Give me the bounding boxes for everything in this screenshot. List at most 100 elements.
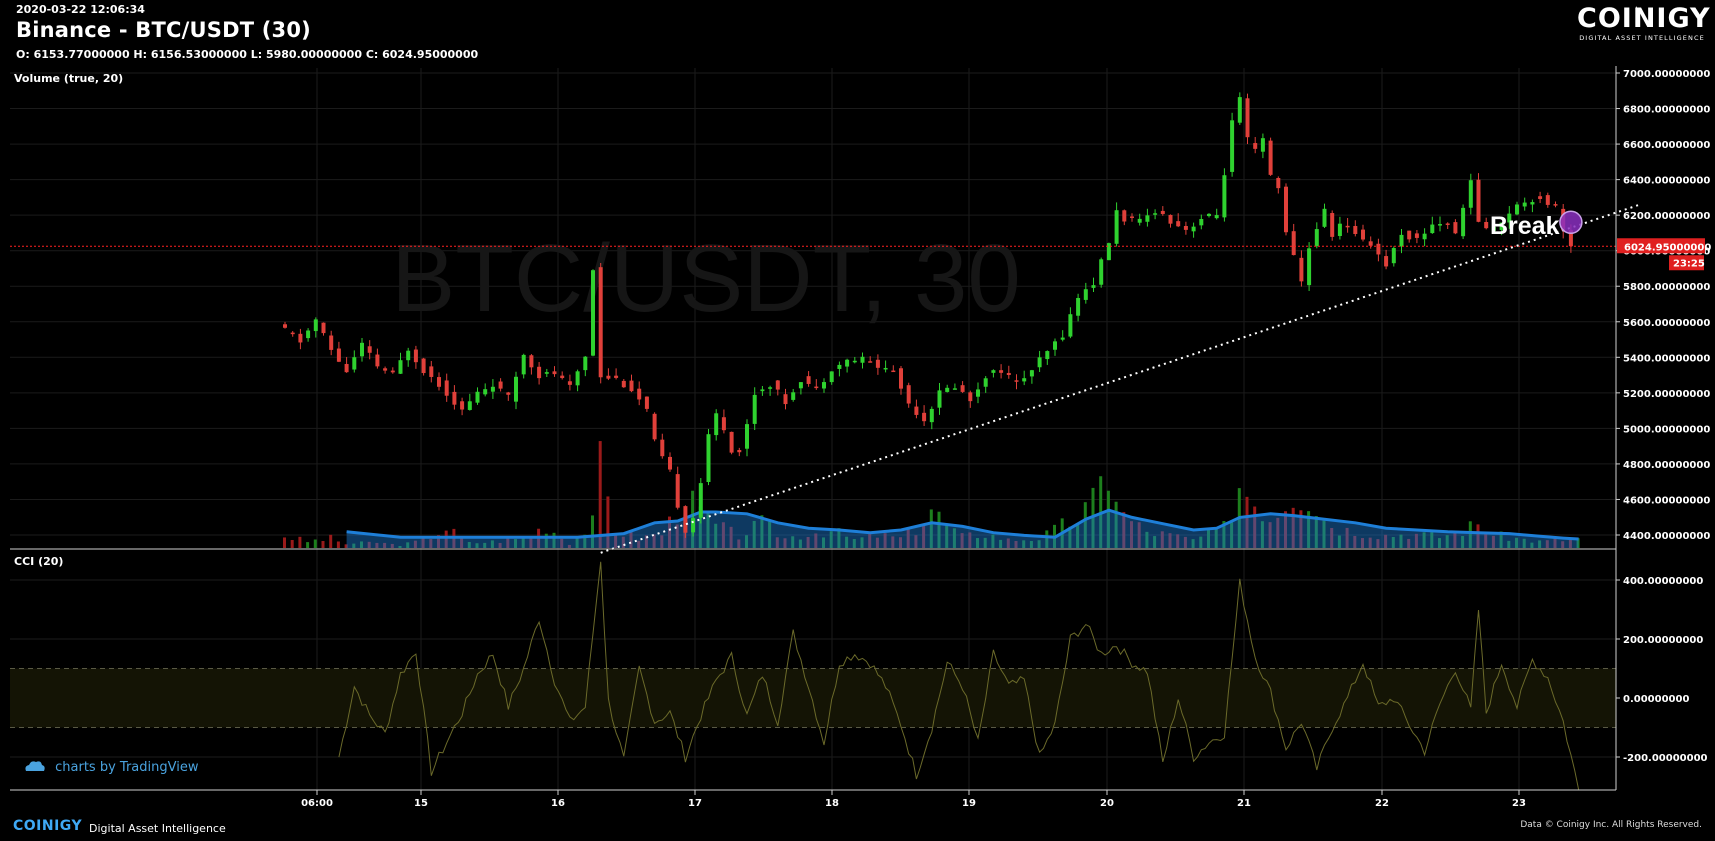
candle-body [1453,222,1458,234]
volume-bar [1322,520,1326,548]
candle-body [1438,224,1442,226]
candle-body [1284,186,1288,233]
volume-bar [1561,541,1565,548]
candle-body [860,356,865,363]
candle-body [1253,143,1258,149]
cloud-icon [25,761,45,771]
candle-body [691,518,696,533]
volume-bar [852,539,856,548]
candle-body [1330,213,1335,237]
volume-bar [1453,531,1457,548]
candle-body [914,406,919,415]
candle-body [413,349,418,363]
volume-bar [745,535,748,548]
copyright-notice: Data © Coinigy Inc. All Rights Reserved. [1520,820,1702,830]
volume-bar [983,537,987,548]
candle-body [991,370,996,373]
candle-body [1468,180,1473,208]
candle-body [1068,314,1073,337]
volume-bar [1045,530,1049,548]
volume-bar [498,542,502,548]
candle-body [1199,219,1204,226]
price-tick-label: 5600.00000000 [1623,318,1710,329]
volume-bar [606,496,610,548]
volume-bar [1222,521,1226,548]
volume-bar [629,531,633,548]
volume-bar [290,539,294,548]
candle-body [814,386,819,389]
volume-bar [406,542,410,548]
candle-body [506,392,511,395]
candle-body [845,359,850,367]
volume-bar [1006,538,1010,548]
volume-bar [706,511,710,548]
candle-body [1237,97,1242,123]
candle-body [1530,202,1535,205]
volume-bar [329,534,333,548]
volume-bar [1291,507,1295,548]
candle-body [1484,222,1489,229]
volume-bar [644,535,648,548]
candle-body [514,376,518,402]
volume-bar [1576,538,1580,548]
candle-body [1245,98,1250,138]
volume-bar [444,530,448,548]
cci-series [10,561,1616,790]
volume-bar [560,538,564,548]
candle-body [937,390,942,408]
candle-body [1145,215,1150,222]
candle-body [683,506,688,533]
candle-body [1299,257,1304,282]
time-tick-label: 20 [1100,798,1114,809]
volume-bar [1253,506,1257,548]
candle-body [875,359,880,368]
volume-bar [413,540,417,548]
time-tick-label: 17 [688,798,702,809]
time-tick-label: 23 [1512,798,1526,809]
candle-body [1053,341,1057,350]
trendline [600,203,1641,554]
cci-tick-label: -200.00000000 [1623,753,1708,764]
volume-bar [1330,527,1334,548]
volume-bar [429,539,433,548]
candle-body [1522,202,1527,207]
volume-bar [791,536,795,548]
logo-tagline: DIGITAL ASSET INTELLIGENCE [1579,34,1705,42]
candle-body [1499,222,1504,230]
volume-bar [583,534,587,548]
logo-name: COINIGY [1577,3,1711,34]
candle-body [1291,231,1296,256]
candle-body [1183,225,1188,230]
candle-body [868,361,873,363]
volume-bar [891,536,895,548]
chart-title: Binance - BTC/USDT (30) [16,18,311,42]
volume-bar [1499,531,1503,548]
candle-body [390,370,395,373]
volume-bar [306,542,310,548]
candle-body [837,364,842,369]
volume-bar [1530,542,1534,548]
volume-bar [1407,538,1411,548]
candle-body [1337,223,1342,236]
candle-body [652,413,657,440]
candle-body [467,401,472,410]
volume-bar [437,535,440,548]
candle-body [883,367,888,370]
volume-bar [999,539,1003,548]
current-price-tag [1617,238,1705,254]
cci-tick-label: 0.00000000 [1623,694,1689,705]
candle-body [822,382,826,389]
candle-body [360,342,364,357]
tradingview-link[interactable]: charts by TradingView [24,760,198,775]
candle-body [945,387,950,392]
volume-bar [467,542,471,548]
volume-bar [937,511,941,548]
chart-axes: 7000.00000000 6800.00000000 6600.00000000 6… [10,66,1711,809]
volume-bar [1515,537,1518,548]
volume-bar [652,534,656,548]
volume-bar [1276,517,1280,548]
candle-body [329,335,334,350]
price-tick-label: 6400.00000000 [1623,176,1710,187]
volume-bar [514,539,517,548]
